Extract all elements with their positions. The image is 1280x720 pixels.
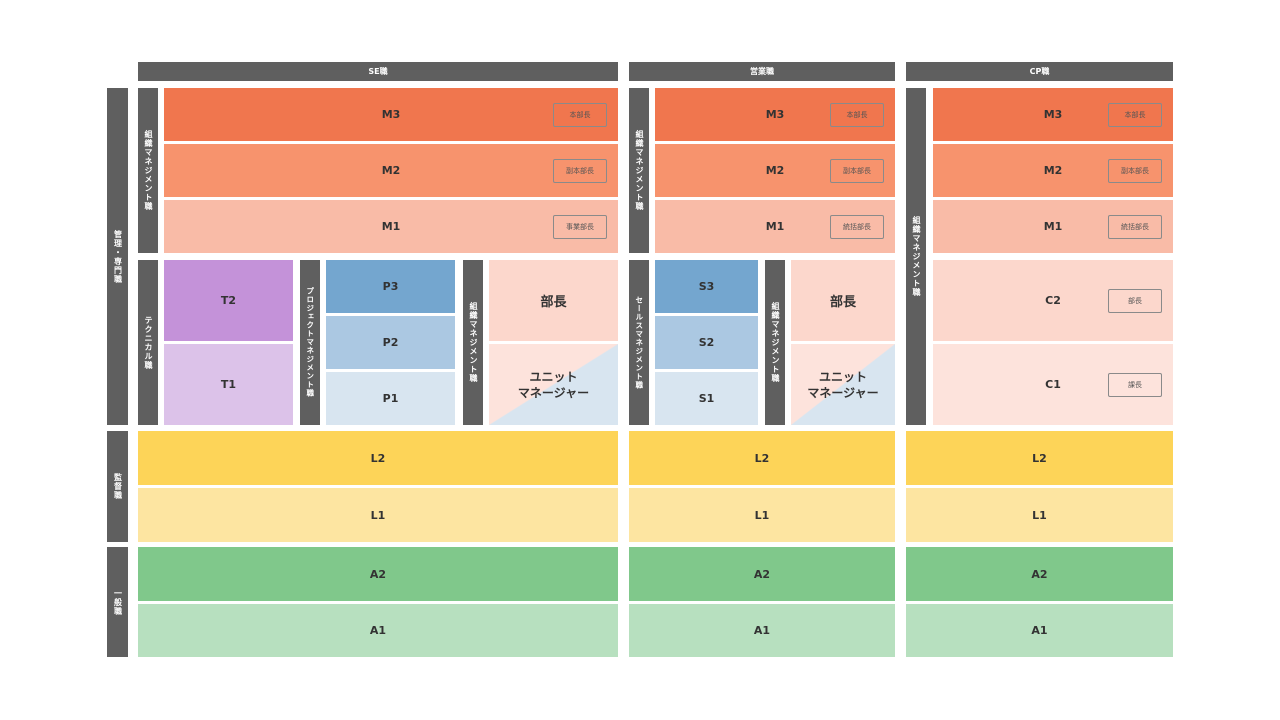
se-grade-t1: T1: [164, 344, 293, 425]
sales-org-mgmt-track-lower: 組織マネジメント職: [765, 260, 785, 425]
side-label-supervisor: 監督職: [107, 431, 128, 542]
se-position-tag-m3: 本部長: [553, 102, 607, 127]
sales-sales-mgmt-track-text: セールスマネジメント職: [634, 295, 644, 390]
se-unit-manager-line2: マネージャー: [517, 385, 590, 400]
side-label-general-text: 一般職: [113, 588, 123, 616]
sales-unit-manager-line1: ユニット: [818, 369, 867, 384]
se-technical-track: テクニカル職: [138, 260, 158, 425]
cp-grade-m3: M3 本部長: [933, 88, 1173, 141]
se-grade-m2-label: M2: [381, 164, 401, 177]
sales-position-tag-m1: 統括部長: [830, 214, 884, 239]
se-position-tag-m1: 事業部長: [553, 214, 607, 239]
se-grade-p1: P1: [326, 372, 455, 425]
cp-position-tag-m2: 副本部長: [1108, 158, 1162, 183]
sales-grade-s1: S1: [655, 372, 758, 425]
cp-grade-c2: C2 部長: [933, 260, 1173, 341]
sales-grade-a1: A1: [629, 604, 895, 657]
se-org-mgmt-track-lower: 組織マネジメント職: [463, 260, 483, 425]
cp-grade-c1-label: C1: [1045, 378, 1061, 391]
side-label-supervisor-text: 監督職: [113, 473, 123, 500]
cp-grade-m3-label: M3: [1043, 108, 1063, 121]
se-org-mgmt-track-lower-text: 組織マネジメント職: [469, 302, 478, 383]
sales-grade-s2: S2: [655, 316, 758, 369]
se-org-mgmt-track-text: 組織マネジメント職: [144, 130, 153, 211]
cp-grade-m2: M2 副本部長: [933, 144, 1173, 197]
se-position-tag-m2: 副本部長: [553, 158, 607, 183]
sales-sales-mgmt-track: セールスマネジメント職: [629, 260, 649, 425]
se-grade-m2: M2 副本部長: [164, 144, 618, 197]
cp-position-tag-c2: 部長: [1108, 288, 1162, 313]
se-grade-p2: P2: [326, 316, 455, 369]
cp-grade-m1-label: M1: [1043, 220, 1063, 233]
se-grade-m1-label: M1: [381, 220, 401, 233]
sales-dept-head: 部長: [791, 260, 895, 341]
cp-org-mgmt-track: 組織マネジメント職: [906, 88, 926, 425]
se-grade-m3: M3 本部長: [164, 88, 618, 141]
sales-grade-m2-label: M2: [765, 164, 785, 177]
se-unit-manager: ユニット マネージャー: [489, 344, 618, 425]
cp-position-tag-m3: 本部長: [1108, 102, 1162, 127]
side-label-general: 一般職: [107, 547, 128, 657]
cp-grade-c2-label: C2: [1045, 294, 1061, 307]
se-grade-a2: A2: [138, 547, 618, 601]
se-grade-p3: P3: [326, 260, 455, 313]
side-label-management-text: 管理・専門職: [113, 229, 123, 284]
sales-unit-manager-line2: マネージャー: [807, 385, 879, 400]
se-grade-t2: T2: [164, 260, 293, 341]
side-label-management: 管理・専門職: [107, 88, 128, 425]
se-grade-m1: M1 事業部長: [164, 200, 618, 253]
se-project-mgmt-track: プロジェクトマネジメント職: [300, 260, 320, 425]
sales-grade-m1-label: M1: [765, 220, 785, 233]
cp-position-tag-m1: 統括部長: [1108, 214, 1162, 239]
sales-grade-m3-label: M3: [765, 108, 785, 121]
se-grade-l1: L1: [138, 488, 618, 542]
cp-grade-m1: M1 統括部長: [933, 200, 1173, 253]
se-technical-track-text: テクニカル職: [144, 315, 153, 370]
sales-unit-manager: ユニット マネージャー: [791, 344, 895, 425]
sales-org-mgmt-track-text: 組織マネジメント職: [635, 130, 644, 211]
sales-position-tag-m2: 副本部長: [830, 158, 884, 183]
sales-grade-m2: M2 副本部長: [655, 144, 895, 197]
sales-grade-a2: A2: [629, 547, 895, 601]
se-grade-l2: L2: [138, 431, 618, 485]
sales-grade-l1: L1: [629, 488, 895, 542]
cp-grade-c1: C1 課長: [933, 344, 1173, 425]
column-header-se: SE職: [138, 62, 618, 81]
sales-grade-l2: L2: [629, 431, 895, 485]
se-org-mgmt-track: 組織マネジメント職: [138, 88, 158, 253]
sales-position-tag-m3: 本部長: [830, 102, 884, 127]
cp-position-tag-c1: 課長: [1108, 372, 1162, 397]
cp-grade-a2: A2: [906, 547, 1173, 601]
sales-grade-m3: M3 本部長: [655, 88, 895, 141]
cp-grade-l1: L1: [906, 488, 1173, 542]
sales-org-mgmt-track: 組織マネジメント職: [629, 88, 649, 253]
sales-grade-m1: M1 統括部長: [655, 200, 895, 253]
se-dept-head: 部長: [489, 260, 618, 341]
column-header-sales: 営業職: [629, 62, 895, 81]
cp-grade-m2-label: M2: [1043, 164, 1063, 177]
sales-org-mgmt-track-lower-text: 組織マネジメント職: [771, 302, 780, 383]
se-unit-manager-line1: ユニット: [529, 369, 578, 384]
cp-grade-l2: L2: [906, 431, 1173, 485]
sales-grade-s3: S3: [655, 260, 758, 313]
cp-grade-a1: A1: [906, 604, 1173, 657]
se-grade-a1: A1: [138, 604, 618, 657]
se-grade-m3-label: M3: [381, 108, 401, 121]
se-project-mgmt-track-text: プロジェクトマネジメント職: [305, 287, 315, 398]
column-header-cp: CP職: [906, 62, 1173, 81]
cp-org-mgmt-track-text: 組織マネジメント職: [912, 216, 921, 297]
